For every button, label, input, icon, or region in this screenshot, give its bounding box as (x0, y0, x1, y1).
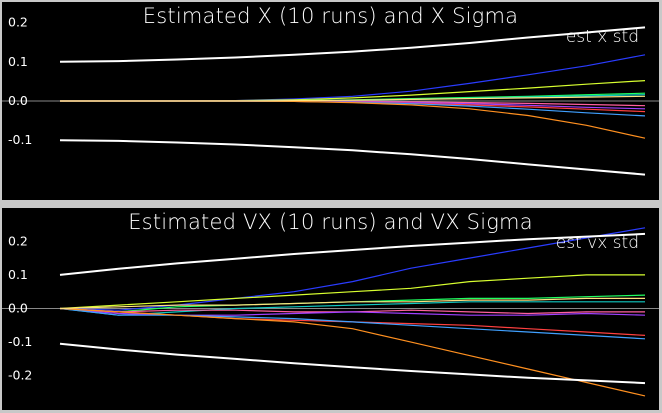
run-line-9 (59, 307, 646, 397)
run-line-10 (60, 95, 646, 102)
y-tick-label: -0.2 (8, 368, 32, 383)
run-line-1 (59, 227, 646, 311)
sigma-lower-line (59, 342, 646, 385)
y-tick-label: 0.1 (8, 267, 28, 282)
y-tick-label: 0.0 (8, 301, 28, 316)
y-tick-label: 0.0 (8, 93, 28, 108)
run-line-2 (59, 274, 645, 310)
sigma-upper-line (59, 26, 646, 63)
x-estimate-plot: 0.2 0.1 0.0 -0.1 (2, 15, 659, 176)
vx-legend-label: est vx std (555, 233, 639, 253)
vx-estimate-plot: 0.2 0.1 0.0 -0.1 -0.2 (2, 227, 659, 397)
y-tick-label: -0.1 (8, 334, 32, 349)
sigma-lower-line (59, 139, 646, 176)
x-estimate-chart: 0.2 0.1 0.0 -0.1 Estimated X (10 runs) and … (2, 2, 659, 200)
vx-estimate-chart: 0.2 0.1 0.0 -0.1 -0.2 Estimated VX (10 runs)… (2, 208, 659, 410)
sigma-upper-line (59, 232, 646, 276)
x-chart-title: Estimated X (10 runs) and X Sigma (142, 4, 519, 28)
run-line-1 (60, 54, 646, 102)
vx-chart-title: Estimated VX (10 runs) and VX Sigma (128, 210, 533, 234)
run-line-8 (59, 307, 646, 340)
y-tick-label: 0.2 (8, 15, 28, 30)
run-line-4 (59, 301, 645, 316)
run-line-10 (59, 297, 645, 310)
y-tick-label: 0.2 (8, 233, 28, 248)
y-tick-label: -0.1 (8, 132, 32, 147)
y-tick-label: 0.1 (8, 54, 28, 69)
x-legend-label: est x std (565, 27, 639, 47)
